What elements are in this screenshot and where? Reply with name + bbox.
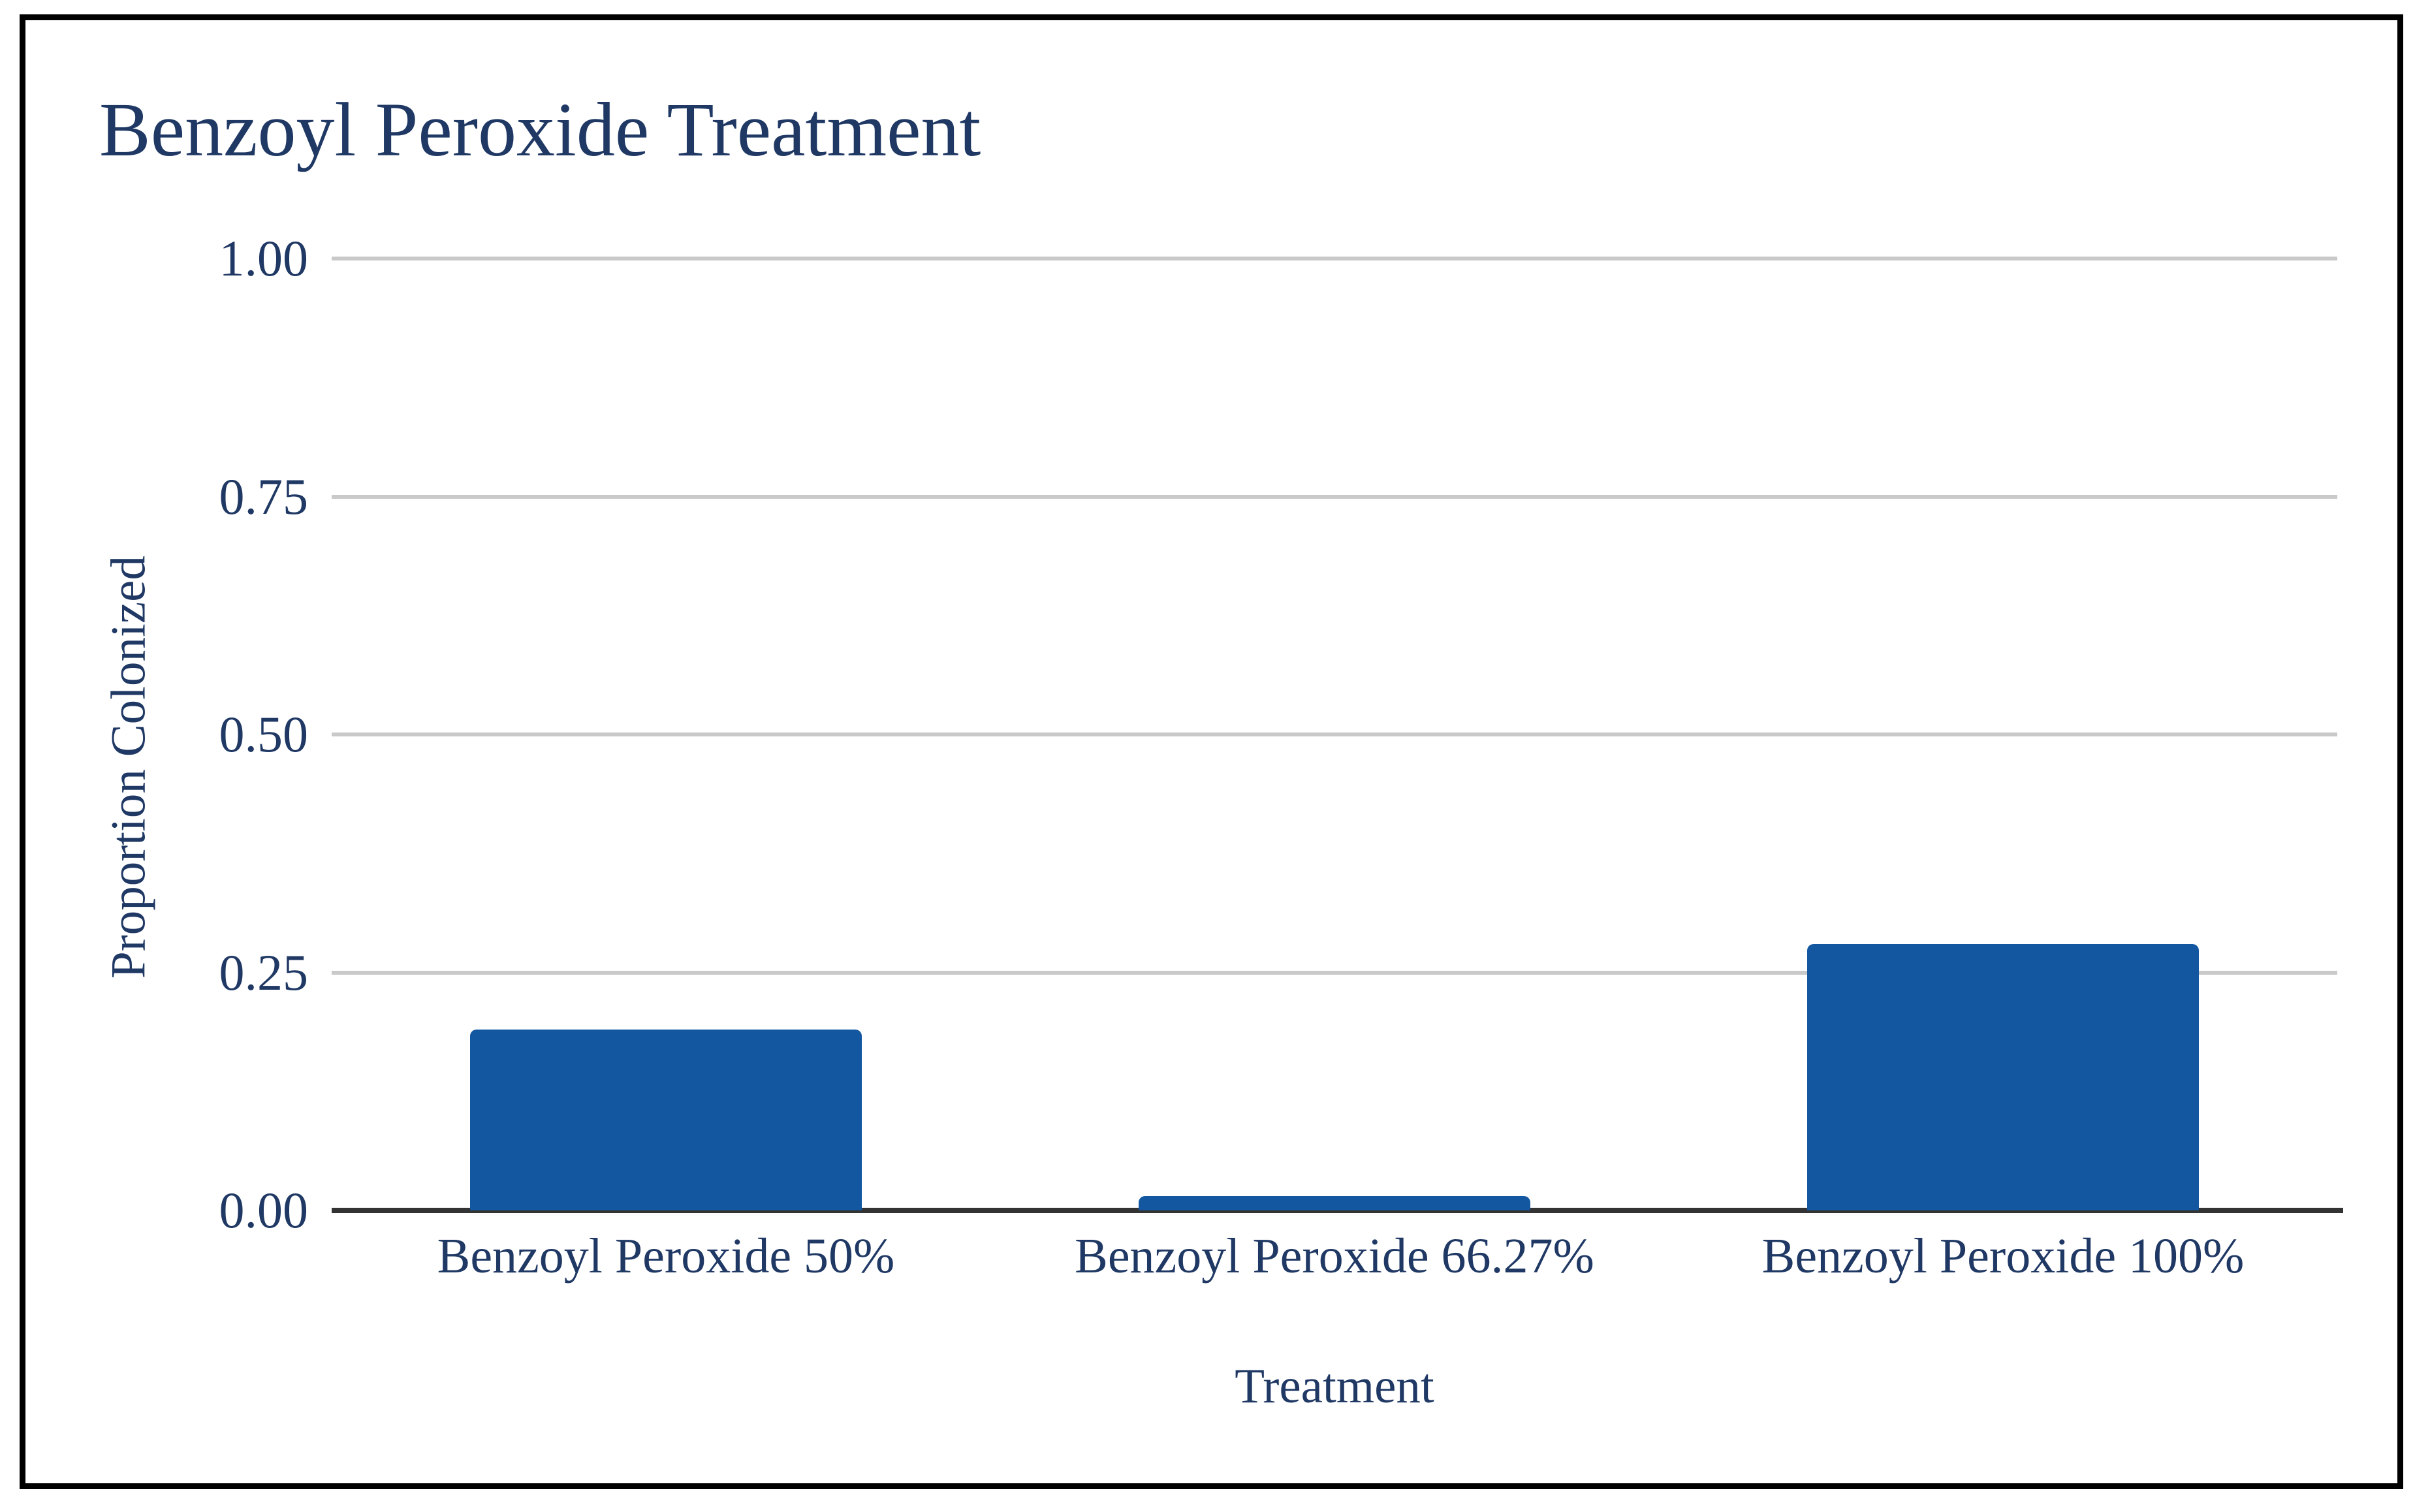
x-axis-line: [332, 1208, 2344, 1213]
bar-benzoyl-peroxide-100-: [1807, 943, 2199, 1210]
x-tick-label-1: Benzoyl Peroxide 50%: [437, 1229, 895, 1284]
gridline-1.00: [332, 257, 2337, 260]
x-axis-title: Treatment: [1235, 1359, 1434, 1413]
y-tick-label-0.75: 0.75: [219, 467, 309, 525]
y-tick-label-0.25: 0.25: [219, 943, 309, 1001]
bar-benzoyl-peroxide-50-: [470, 1029, 862, 1210]
gridline-0.50: [332, 732, 2337, 736]
y-tick-label-0.00: 0.00: [219, 1182, 309, 1238]
gridline-0.25: [332, 970, 2337, 975]
x-tick-label-3: Benzoyl Peroxide 100%: [1761, 1229, 2245, 1284]
x-tick-label-2: Benzoyl Peroxide 66.27%: [1075, 1229, 1594, 1284]
y-tick-label-0.50: 0.50: [219, 706, 309, 763]
y-tick-label-1.00: 1.00: [219, 230, 309, 287]
y-axis-title: Proportion Colonized: [101, 556, 156, 979]
chart-title: Benzoyl Peroxide Treatment: [99, 87, 981, 172]
gridline-0.75: [332, 494, 2337, 499]
bar-benzoyl-peroxide-66-27-: [1139, 1196, 1530, 1210]
plot-area: [332, 257, 2344, 1213]
